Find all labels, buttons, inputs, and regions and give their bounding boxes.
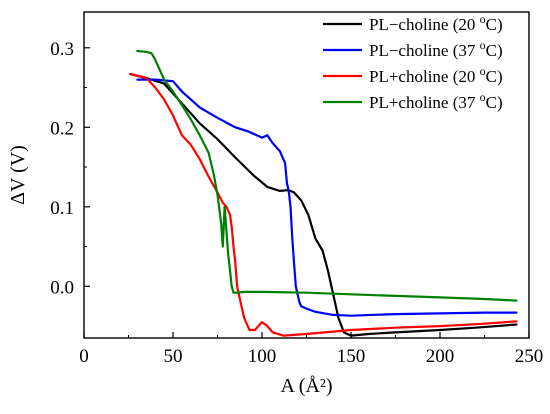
x-tick-label: 250 (515, 346, 544, 367)
series-line-4 (136, 49, 518, 302)
legend-label-unit: C) (486, 15, 503, 34)
series-line-1 (129, 72, 518, 337)
legend-label-unit: C) (486, 93, 503, 112)
series-layer (129, 49, 518, 337)
legend-label-4: PL+choline (37 oC) (369, 90, 503, 112)
legend-label-degree: o (480, 38, 486, 52)
y-tick-label: 0.2 (50, 118, 74, 139)
legend-label-2: PL−choline (37 oC) (369, 38, 503, 60)
y-tick-label: 0.3 (50, 39, 74, 60)
ticks-layer: 0 50 100 150 200 250 0.0 0.1 0.2 0.3 (50, 39, 543, 367)
legend-label-base: PL+choline (20 (369, 67, 480, 86)
legend-label-unit: C) (486, 67, 503, 86)
legend-label-unit: C) (486, 41, 503, 60)
legend-label-3: PL+choline (20 oC) (369, 64, 503, 86)
legend-label-base: PL−choline (37 (369, 41, 480, 60)
y-tick-label: 0.0 (50, 277, 74, 298)
legend: PL−choline (20 oC)PL−choline (37 oC)PL+c… (323, 12, 503, 112)
plot-frame (83, 11, 530, 339)
x-tick-label: 0 (79, 346, 89, 367)
series-line-3 (129, 72, 518, 337)
x-tick-label: 150 (337, 346, 366, 367)
series-line-2 (136, 78, 518, 317)
legend-label-degree: o (480, 12, 486, 26)
legend-label-1: PL−choline (20 oC) (369, 12, 503, 34)
y-tick-label: 0.1 (50, 198, 74, 219)
x-axis-title-base: A (Å²) (280, 375, 332, 397)
legend-label-degree: o (480, 64, 486, 78)
x-tick-label: 50 (164, 346, 183, 367)
y-axis-title: ΔV (V) (7, 145, 29, 205)
legend-label-base: PL−choline (20 (369, 15, 480, 34)
x-tick-label: 100 (248, 346, 277, 367)
x-axis-title: A (Å²) (280, 375, 332, 397)
legend-label-degree: o (480, 90, 486, 104)
legend-label-base: PL+choline (37 (369, 93, 480, 112)
x-tick-label: 200 (426, 346, 455, 367)
